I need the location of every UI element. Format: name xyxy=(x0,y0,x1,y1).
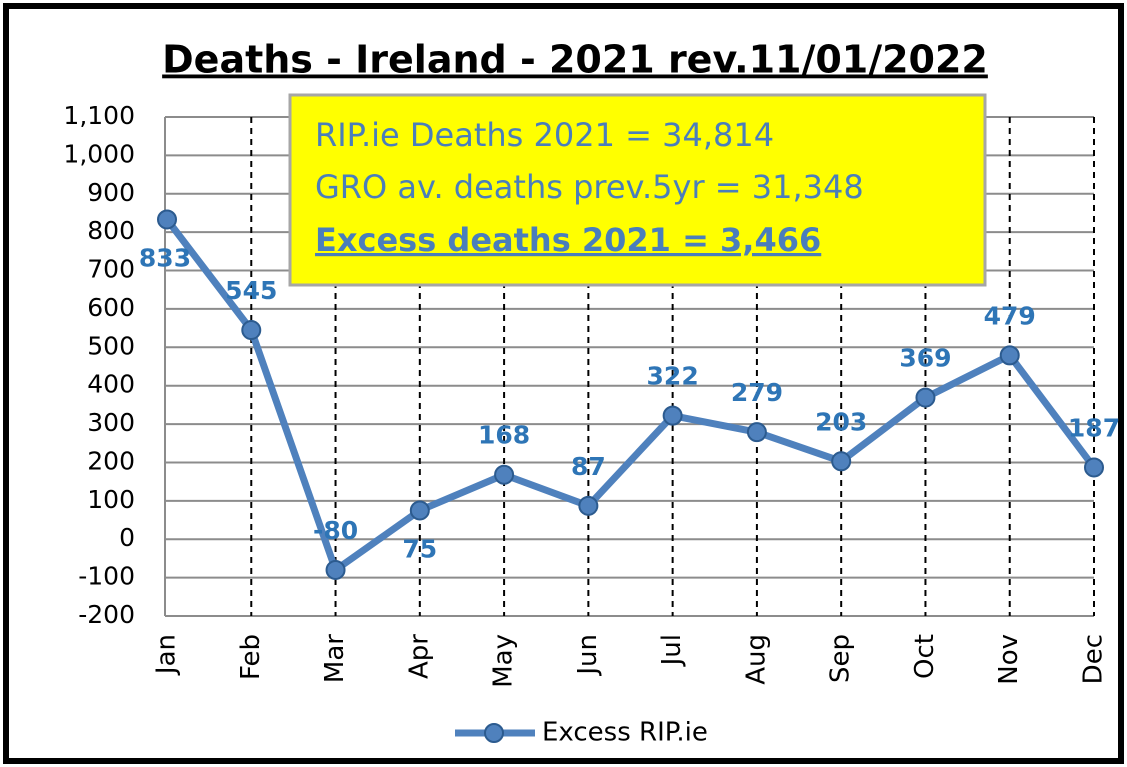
point xyxy=(157,209,177,230)
y-tick-label: 0 xyxy=(119,523,135,552)
legend-marker xyxy=(484,723,504,743)
x-tick-label: Oct xyxy=(910,634,940,679)
point xyxy=(746,422,767,443)
point xyxy=(831,451,852,472)
data-label: 187 xyxy=(1068,413,1120,442)
y-tick-label: 1,000 xyxy=(63,139,135,168)
x-tick-label: Sep xyxy=(826,634,856,683)
point xyxy=(494,464,515,485)
data-label: 322 xyxy=(647,362,699,391)
point xyxy=(915,387,936,408)
data-label: 279 xyxy=(731,378,783,407)
y-tick-label: 900 xyxy=(87,178,135,207)
annotation: RIP.ie Deaths 2021 = 34,814 xyxy=(315,116,774,154)
data-label: 833 xyxy=(139,243,191,272)
y-tick-label: 200 xyxy=(87,446,135,475)
data-label: 479 xyxy=(984,301,1036,330)
point xyxy=(578,495,599,516)
point xyxy=(999,345,1020,366)
chart-title: Deaths - Ireland - 2021 rev.11/01/2022 xyxy=(162,38,988,82)
data-label: 87 xyxy=(571,452,606,481)
x-tick-label: Feb xyxy=(236,634,266,680)
data-label: 203 xyxy=(815,407,867,436)
point xyxy=(325,559,346,580)
y-tick-label: 700 xyxy=(87,255,135,284)
point xyxy=(241,320,262,341)
data-label: 168 xyxy=(478,421,530,450)
x-tick-label: Jan xyxy=(152,634,182,676)
y-tick-label: 400 xyxy=(87,370,135,399)
legend-label: Excess RIP.ie xyxy=(542,718,708,748)
x-tick-label: Jun xyxy=(573,634,603,677)
x-tick-label: May xyxy=(489,634,519,688)
y-tick-label: 800 xyxy=(87,216,135,245)
y-tick-label: 600 xyxy=(87,293,135,322)
point xyxy=(409,500,430,521)
y-tick-label: -200 xyxy=(78,600,135,629)
data-label: -80 xyxy=(313,516,358,545)
y-tick-label: 500 xyxy=(87,331,135,360)
y-tick-label: -100 xyxy=(78,562,135,591)
data-label: 545 xyxy=(225,276,277,305)
x-tick-label: Aug xyxy=(741,634,771,685)
series-line xyxy=(164,217,1097,574)
x-tick-label: Mar xyxy=(320,634,350,683)
marks xyxy=(157,209,1104,580)
annotation-box xyxy=(288,93,987,287)
x-tick-label: Jul xyxy=(657,634,687,667)
annotation: Excess deaths 2021 = 3,466 xyxy=(315,221,821,259)
point xyxy=(662,405,683,426)
data-label: 369 xyxy=(899,344,951,373)
x-tick-label: Apr xyxy=(404,634,434,679)
y-tick-label: 1,100 xyxy=(63,101,135,130)
x-tick-label: Nov xyxy=(994,634,1024,685)
y-tick-label: 100 xyxy=(87,485,135,514)
x-tick-label: Dec xyxy=(1079,634,1109,684)
data-label: 75 xyxy=(402,534,437,563)
point xyxy=(1084,457,1104,478)
annotation: GRO av. deaths prev.5yr = 31,348 xyxy=(315,168,864,206)
y-tick-label: 300 xyxy=(87,408,135,437)
